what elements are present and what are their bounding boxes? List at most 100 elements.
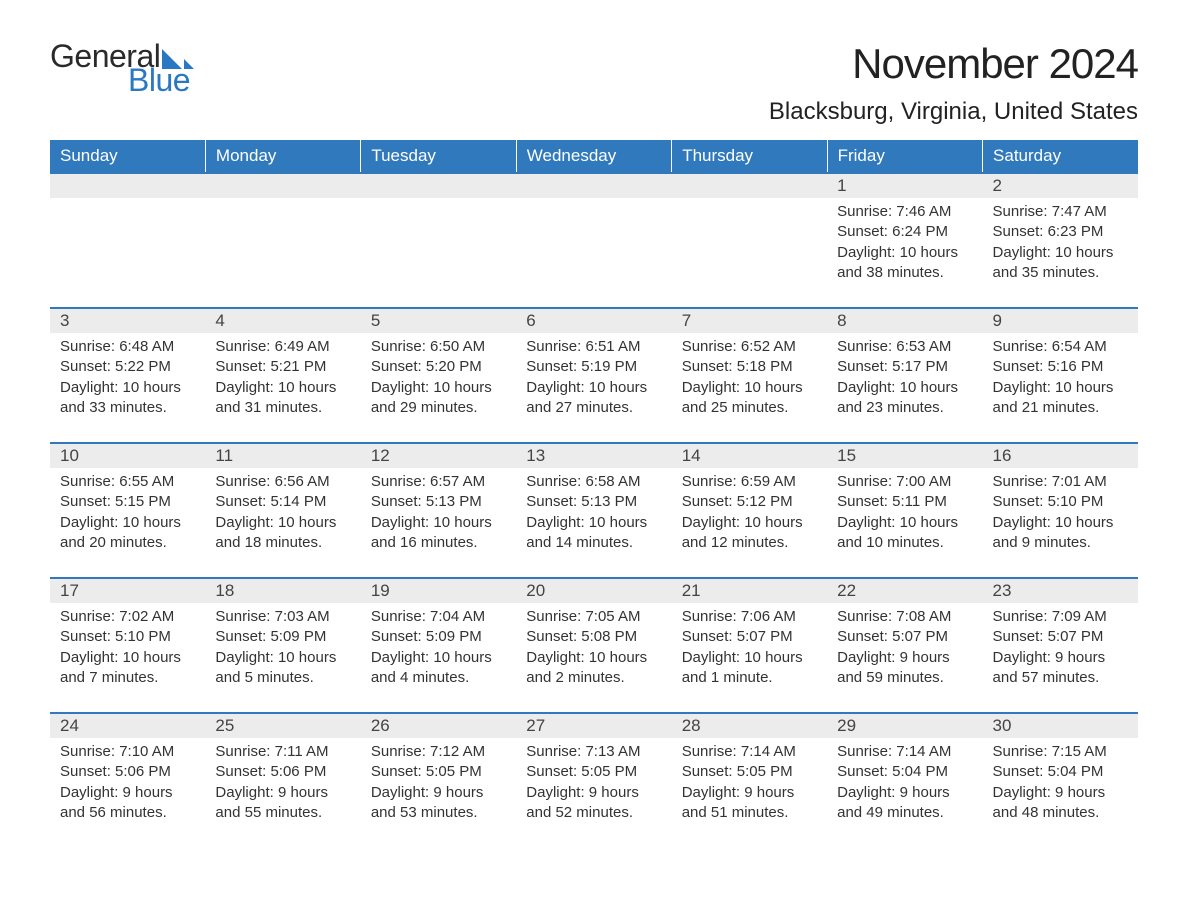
day-12-details: Sunrise: 6:57 AMSunset: 5:13 PMDaylight:… [361,468,516,578]
daylight-line: Daylight: 9 hours and 55 minutes. [215,783,350,824]
sunrise-line: Sunrise: 6:49 AM [215,337,350,357]
daylight-line: Daylight: 10 hours and 31 minutes. [215,378,350,419]
day-24-number: 24 [50,713,205,738]
daylight-line: Daylight: 10 hours and 5 minutes. [215,648,350,689]
sunset-line: Sunset: 5:21 PM [215,357,350,377]
sunset-line: Sunset: 5:22 PM [60,357,195,377]
day-8-number: 8 [827,308,982,333]
empty-cell [205,173,360,198]
sunset-line: Sunset: 5:07 PM [837,627,972,647]
day-6-number: 6 [516,308,671,333]
daylight-line: Daylight: 10 hours and 4 minutes. [371,648,506,689]
sunrise-line: Sunrise: 7:04 AM [371,607,506,627]
day-5-details: Sunrise: 6:50 AMSunset: 5:20 PMDaylight:… [361,333,516,443]
daylight-line: Daylight: 10 hours and 14 minutes. [526,513,661,554]
day-2-details: Sunrise: 7:47 AMSunset: 6:23 PMDaylight:… [983,198,1138,308]
day-3-number: 3 [50,308,205,333]
sunrise-line: Sunrise: 7:01 AM [993,472,1128,492]
sunrise-line: Sunrise: 7:46 AM [837,202,972,222]
daylight-line: Daylight: 9 hours and 48 minutes. [993,783,1128,824]
day-17-details: Sunrise: 7:02 AMSunset: 5:10 PMDaylight:… [50,603,205,713]
week-1-daynums: 3456789 [50,308,1138,333]
week-3-daynums: 17181920212223 [50,578,1138,603]
week-4-details: Sunrise: 7:10 AMSunset: 5:06 PM Daylight:… [50,738,1138,848]
day-11-details: Sunrise: 6:56 AMSunset: 5:14 PMDaylight:… [205,468,360,578]
sunrise-line: Sunrise: 7:00 AM [837,472,972,492]
day-9-number: 9 [983,308,1138,333]
empty-cell [516,173,671,198]
sunrise-line: Sunrise: 6:53 AM [837,337,972,357]
sunrise-line: Sunrise: 6:58 AM [526,472,661,492]
sunrise-line: Sunrise: 7:14 AM [682,742,817,762]
day-30-number: 30 [983,713,1138,738]
sunset-line: Sunset: 5:18 PM [682,357,817,377]
daylight-line: Daylight: 10 hours and 16 minutes. [371,513,506,554]
sunset-line: Sunset: 5:09 PM [371,627,506,647]
sunrise-line: Sunrise: 7:06 AM [682,607,817,627]
daylight-line: Daylight: 10 hours and 21 minutes. [993,378,1128,419]
sunset-line: Sunset: 5:06 PM [60,762,195,782]
sunset-line: Sunset: 5:05 PM [526,762,661,782]
day-10-number: 10 [50,443,205,468]
day-5-number: 5 [361,308,516,333]
day-20-number: 20 [516,578,671,603]
day-24-details: Sunrise: 7:10 AMSunset: 5:06 PMDaylight:… [50,738,205,848]
sunrise-line: Sunrise: 7:10 AM [60,742,195,762]
day-12-number: 12 [361,443,516,468]
sunrise-line: Sunrise: 7:13 AM [526,742,661,762]
day-6-details: Sunrise: 6:51 AMSunset: 5:19 PMDaylight:… [516,333,671,443]
daylight-line: Daylight: 10 hours and 18 minutes. [215,513,350,554]
daylight-line: Daylight: 9 hours and 59 minutes. [837,648,972,689]
empty-cell [50,173,205,198]
sunset-line: Sunset: 5:07 PM [993,627,1128,647]
sunrise-line: Sunrise: 6:50 AM [371,337,506,357]
sunset-line: Sunset: 5:07 PM [682,627,817,647]
empty-cell [361,198,516,308]
sunrise-line: Sunrise: 7:03 AM [215,607,350,627]
day-15-number: 15 [827,443,982,468]
day-header-tuesday: Tuesday [361,140,516,173]
daylight-line: Daylight: 10 hours and 23 minutes. [837,378,972,419]
daylight-line: Daylight: 10 hours and 38 minutes. [837,243,972,284]
day-header-thursday: Thursday [672,140,827,173]
day-25-details: Sunrise: 7:11 AMSunset: 5:06 PMDaylight:… [205,738,360,848]
sunrise-line: Sunrise: 6:56 AM [215,472,350,492]
day-8-details: Sunrise: 6:53 AMSunset: 5:17 PMDaylight:… [827,333,982,443]
day-17-number: 17 [50,578,205,603]
day-27-number: 27 [516,713,671,738]
daylight-line: Daylight: 9 hours and 52 minutes. [526,783,661,824]
day-14-details: Sunrise: 6:59 AMSunset: 5:12 PMDaylight:… [672,468,827,578]
sunrise-line: Sunrise: 7:15 AM [993,742,1128,762]
daylight-line: Daylight: 10 hours and 33 minutes. [60,378,195,419]
empty-cell [516,198,671,308]
day-23-number: 23 [983,578,1138,603]
day-7-details: Sunrise: 6:52 AMSunset: 5:18 PMDaylight:… [672,333,827,443]
day-4-details: Sunrise: 6:49 AMSunset: 5:21 PMDaylight:… [205,333,360,443]
daylight-line: Daylight: 10 hours and 20 minutes. [60,513,195,554]
day-26-details: Sunrise: 7:12 AMSunset: 5:05 PMDaylight:… [361,738,516,848]
sunrise-line: Sunrise: 7:11 AM [215,742,350,762]
sunset-line: Sunset: 5:08 PM [526,627,661,647]
sunset-line: Sunset: 5:20 PM [371,357,506,377]
sunset-line: Sunset: 5:14 PM [215,492,350,512]
day-15-details: Sunrise: 7:00 AMSunset: 5:11 PMDaylight:… [827,468,982,578]
sunset-line: Sunset: 5:19 PM [526,357,661,377]
day-header-saturday: Saturday [983,140,1138,173]
sunset-line: Sunset: 5:10 PM [993,492,1128,512]
daylight-line: Daylight: 9 hours and 53 minutes. [371,783,506,824]
sunrise-line: Sunrise: 7:02 AM [60,607,195,627]
daylight-line: Daylight: 9 hours and 49 minutes. [837,783,972,824]
week-4-daynums: 24252627282930 [50,713,1138,738]
week-2-daynums: 10111213141516 [50,443,1138,468]
sunrise-line: Sunrise: 7:47 AM [993,202,1128,222]
sunset-line: Sunset: 5:05 PM [371,762,506,782]
daylight-line: Daylight: 10 hours and 7 minutes. [60,648,195,689]
sunrise-line: Sunrise: 6:59 AM [682,472,817,492]
day-28-number: 28 [672,713,827,738]
day-header-row: SundayMondayTuesdayWednesdayThursdayFrid… [50,140,1138,173]
sunrise-line: Sunrise: 7:14 AM [837,742,972,762]
day-21-number: 21 [672,578,827,603]
day-header-monday: Monday [205,140,360,173]
day-26-number: 26 [361,713,516,738]
day-9-details: Sunrise: 6:54 AMSunset: 5:16 PMDaylight:… [983,333,1138,443]
